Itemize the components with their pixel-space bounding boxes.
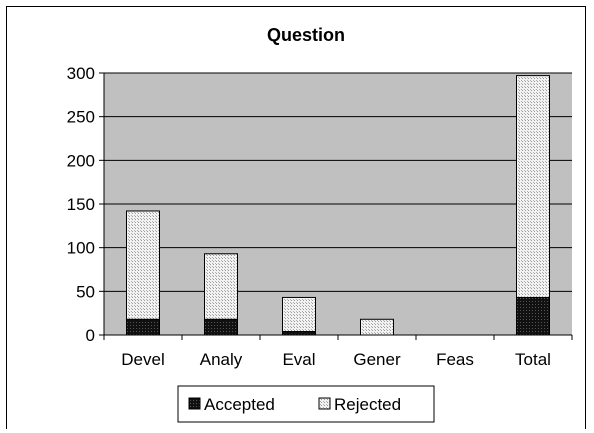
y-tick-label: 200 <box>67 151 95 170</box>
y-axis-ticks: 0 50 100 150 200 250 300 <box>67 64 104 345</box>
y-tick-label: 150 <box>67 195 95 214</box>
y-tick-label: 100 <box>67 239 95 258</box>
x-tick-label: Feas <box>436 350 474 369</box>
x-tick-label: Gener <box>353 350 401 369</box>
bars <box>126 75 550 336</box>
bar-rejected-gener <box>360 318 394 336</box>
y-tick-label: 50 <box>76 282 95 301</box>
bar-accepted-devel <box>126 318 160 336</box>
legend-swatch-accepted <box>188 397 201 410</box>
x-axis-ticks: Devel Analy Eval Gener Feas Total <box>103 335 573 369</box>
bar-rejected-total <box>516 75 550 298</box>
bar-accepted-total <box>516 296 550 336</box>
y-tick-label: 250 <box>67 108 95 127</box>
legend-label-accepted: Accepted <box>204 395 275 414</box>
x-tick-label: Devel <box>121 350 164 369</box>
bar-rejected-eval <box>282 296 316 333</box>
y-tick-label: 300 <box>67 64 95 83</box>
gridlines <box>104 72 572 292</box>
x-tick-label: Total <box>515 350 551 369</box>
legend-label-rejected: Rejected <box>334 395 401 414</box>
legend: Accepted Rejected <box>177 385 435 423</box>
bar-rejected-devel <box>126 210 160 320</box>
legend-swatch-rejected <box>318 397 331 410</box>
legend-box <box>177 385 435 423</box>
x-tick-label: Analy <box>200 350 243 369</box>
x-tick-label: Eval <box>282 350 315 369</box>
y-tick-label: 0 <box>86 326 95 345</box>
bar-accepted-eval <box>282 331 316 336</box>
bar-accepted-analy <box>204 318 238 336</box>
bar-rejected-analy <box>204 253 238 320</box>
chart-title: Question <box>267 25 345 45</box>
